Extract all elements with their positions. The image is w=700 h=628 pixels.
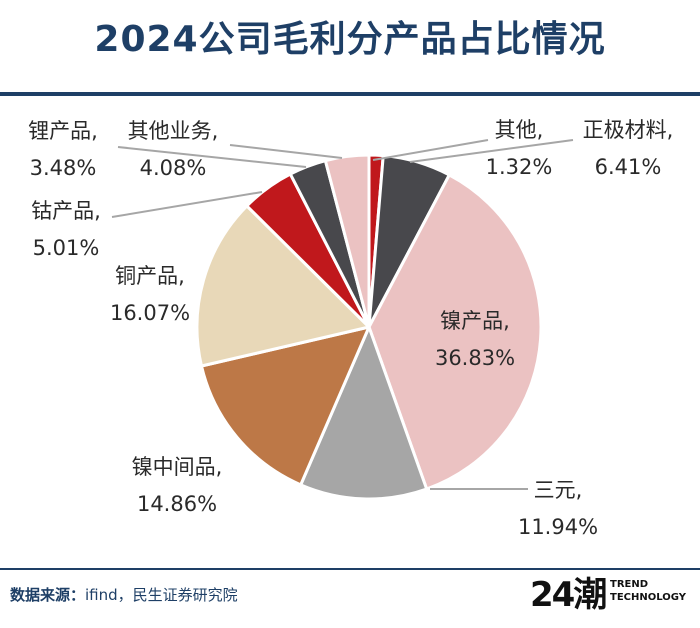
- source-note: 数据来源：ifind，民生证券研究院: [10, 584, 238, 605]
- slice-name-label: 镍产品,: [440, 309, 510, 333]
- top-divider: [0, 92, 700, 96]
- pie-slice-5: [199, 325, 371, 487]
- slice-value-label: 16.07%: [110, 301, 190, 325]
- logo-text: TREND TECHNOLOGY: [610, 578, 686, 604]
- logo-line1: TREND: [610, 579, 649, 590]
- slice-name-label: 正极材料,: [583, 118, 674, 142]
- slice-labels: 其他, 1.32% 正极材料, 6.41% 镍产品, 36.83% 三元, 11.94% 镍中间…: [28, 118, 673, 539]
- slice-value-label: 11.94%: [518, 515, 598, 539]
- pie-chart: 其他, 1.32% 正极材料, 6.41% 镍产品, 36.83% 三元, 11.94% 镍中间…: [28, 118, 673, 539]
- slice-name-label: 铜产品,: [115, 264, 185, 288]
- slice-value-label: 14.86%: [137, 492, 217, 516]
- leader-line-8: [117, 146, 307, 168]
- pie-slice-4: [299, 325, 429, 501]
- leader-line-7: [111, 191, 263, 218]
- leader-line-1: [372, 139, 489, 161]
- slice-value-label: 4.08%: [140, 156, 207, 180]
- pie-slices: [195, 153, 543, 501]
- slice-name-label: 镍中间品,: [132, 455, 223, 479]
- bottom-divider: [0, 568, 700, 570]
- slice-value-label: 36.83%: [435, 346, 515, 370]
- source-text: ifind，民生证券研究院: [85, 586, 238, 604]
- slice-name-label: 锂产品,: [28, 119, 98, 143]
- brand-logo: 24潮 TREND TECHNOLOGY: [530, 575, 695, 615]
- leader-line-2: [409, 139, 574, 163]
- pie-slice-3: [367, 173, 543, 491]
- slice-name-label: 其他,: [495, 118, 544, 142]
- slice-name-label: 三元,: [534, 478, 583, 502]
- slice-name-label: 钴产品,: [31, 199, 101, 223]
- chart-title: 2024公司毛利分产品占比情况: [94, 19, 606, 60]
- slice-value-label: 5.01%: [33, 236, 100, 260]
- logo-mark: 24潮: [530, 575, 607, 615]
- pie-slice-6: [195, 204, 371, 368]
- logo-line2: TECHNOLOGY: [610, 592, 686, 603]
- source-label: 数据来源：: [10, 586, 86, 604]
- pie-slice-9: [323, 153, 371, 329]
- slice-value-label: 6.41%: [595, 155, 662, 179]
- leader-lines: [111, 139, 574, 490]
- slice-value-label: 1.32%: [486, 155, 553, 179]
- slice-value-label: 3.48%: [30, 156, 97, 180]
- slice-name-label: 其他业务,: [128, 119, 219, 143]
- leader-line-9: [229, 144, 343, 159]
